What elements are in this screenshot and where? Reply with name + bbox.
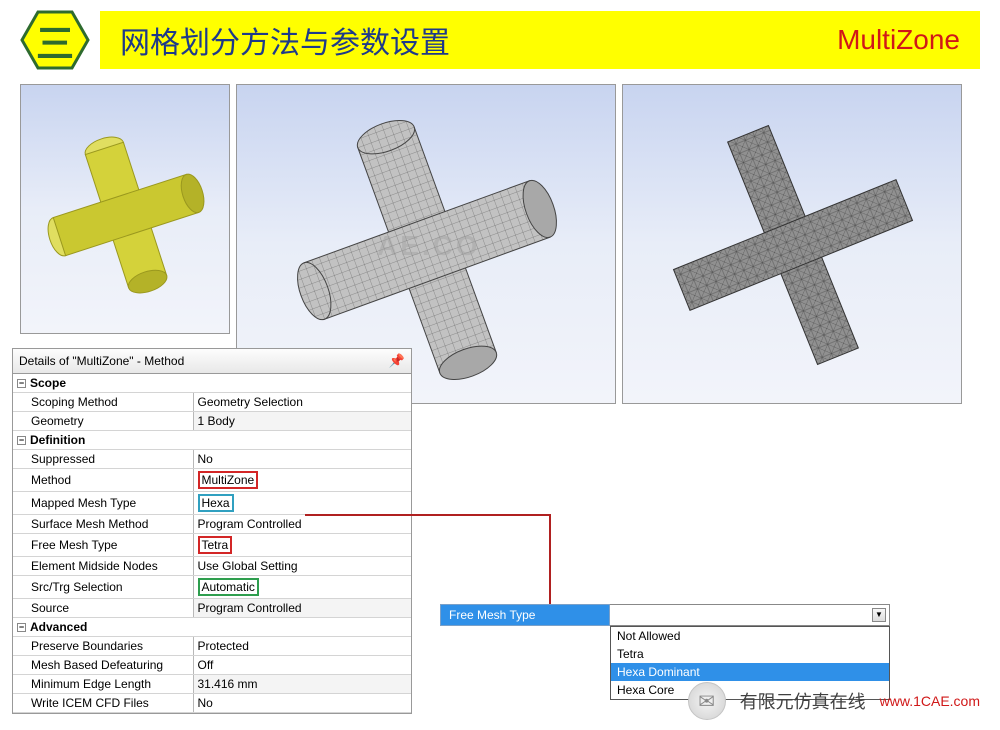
property-label: Src/Trg Selection (13, 576, 193, 599)
details-title: Details of "MultiZone" - Method (19, 354, 184, 368)
property-label: Mapped Mesh Type (13, 492, 193, 515)
property-value[interactable]: 31.416 mm (193, 675, 411, 694)
dropdown-field[interactable]: ▼ (610, 604, 890, 626)
watermark: AE.CO (377, 230, 481, 262)
geometry-solid-view (20, 84, 230, 334)
property-label: Geometry (13, 412, 193, 431)
property-value[interactable]: Geometry Selection (193, 393, 411, 412)
footer: ✉ 有限元仿真在线 www.1CAE.com (688, 682, 980, 720)
details-panel: Details of "MultiZone" - Method 📌 −Scope… (12, 348, 412, 714)
property-label: Write ICEM CFD Files (13, 694, 193, 713)
title-method: MultiZone (837, 24, 960, 56)
brand-url[interactable]: www.1CAE.com (880, 693, 980, 709)
property-label: Free Mesh Type (13, 534, 193, 557)
pin-icon[interactable]: 📌 (389, 353, 405, 369)
property-value[interactable]: 1 Body (193, 412, 411, 431)
property-value[interactable]: Program Controlled (193, 515, 411, 534)
page-title: 网格划分方法与参数设置 (120, 18, 450, 62)
tetra-mesh-view (622, 84, 962, 404)
property-label: Preserve Boundaries (13, 637, 193, 656)
property-label: Scoping Method (13, 393, 193, 412)
property-value[interactable]: MultiZone (193, 469, 411, 492)
section-number: 三 (36, 13, 74, 68)
property-label: Element Midside Nodes (13, 557, 193, 576)
property-label: Mesh Based Defeaturing (13, 656, 193, 675)
property-value[interactable]: No (193, 694, 411, 713)
property-label: Method (13, 469, 193, 492)
title-bar: 网格划分方法与参数设置 MultiZone (100, 11, 980, 69)
collapse-icon[interactable]: − (17, 623, 26, 632)
property-label: Suppressed (13, 450, 193, 469)
header: 三 网格划分方法与参数设置 MultiZone (0, 0, 1000, 80)
property-value[interactable]: Automatic (193, 576, 411, 599)
property-label: Source (13, 599, 193, 618)
property-value[interactable]: Use Global Setting (193, 557, 411, 576)
section-hexagon: 三 (20, 10, 90, 70)
property-value[interactable]: Program Controlled (193, 599, 411, 618)
dropdown-option[interactable]: Tetra (611, 645, 889, 663)
collapse-icon[interactable]: − (17, 436, 26, 445)
property-value[interactable]: Hexa (193, 492, 411, 515)
property-value[interactable]: Tetra (193, 534, 411, 557)
property-value[interactable]: Off (193, 656, 411, 675)
brand-cn: 有限元仿真在线 (740, 688, 866, 714)
collapse-icon[interactable]: − (17, 379, 26, 388)
details-table: −ScopeScoping MethodGeometry SelectionGe… (13, 374, 411, 713)
property-value[interactable]: Protected (193, 637, 411, 656)
dropdown-option[interactable]: Not Allowed (611, 627, 889, 645)
dropdown-option[interactable]: Hexa Dominant (611, 663, 889, 681)
section-header[interactable]: −Scope (13, 374, 411, 393)
dropdown-label: Free Mesh Type (440, 604, 610, 626)
section-header[interactable]: −Advanced (13, 618, 411, 637)
chevron-down-icon[interactable]: ▼ (872, 608, 886, 622)
wechat-icon: ✉ (688, 682, 726, 720)
details-title-bar: Details of "MultiZone" - Method 📌 (13, 349, 411, 374)
section-header[interactable]: −Definition (13, 431, 411, 450)
property-value[interactable]: No (193, 450, 411, 469)
property-label: Minimum Edge Length (13, 675, 193, 694)
property-label: Surface Mesh Method (13, 515, 193, 534)
